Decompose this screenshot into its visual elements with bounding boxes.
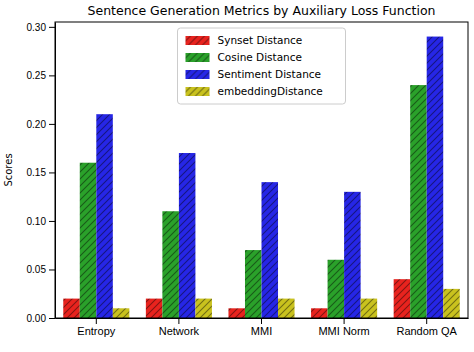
bar bbox=[443, 289, 460, 318]
y-tick-mark bbox=[49, 221, 55, 222]
bar bbox=[328, 260, 345, 318]
y-axis-line bbox=[55, 23, 56, 319]
bar bbox=[311, 308, 328, 318]
y-tick-mark bbox=[49, 124, 55, 125]
plot-frame bbox=[55, 22, 468, 318]
y-tick-label: 0.00 bbox=[27, 313, 47, 324]
y-tick: 0.10 bbox=[27, 216, 55, 227]
y-tick-label: 0.25 bbox=[27, 70, 47, 81]
y-tick-mark bbox=[49, 75, 55, 76]
y-tick-mark bbox=[49, 27, 55, 28]
legend-swatch bbox=[186, 53, 210, 62]
bars bbox=[63, 37, 459, 318]
bar bbox=[361, 299, 378, 318]
x-axis: Entropy Network MMI MMI Norm Random QA bbox=[56, 318, 469, 337]
bar bbox=[96, 114, 113, 318]
bar bbox=[278, 299, 295, 318]
bar bbox=[80, 163, 97, 318]
x-tick-label: Random QA bbox=[396, 325, 457, 337]
x-tick-label: Network bbox=[159, 325, 200, 337]
y-tick-mark bbox=[49, 172, 55, 173]
x-tick-mark bbox=[261, 318, 262, 324]
legend-label: Cosine Distance bbox=[218, 51, 303, 63]
bar bbox=[245, 250, 262, 318]
legend-label: embeddingDistance bbox=[218, 85, 323, 97]
plot: 0.00 0.05 0.10 0.15 0.20 0.25 0.30 Entropy Netwo… bbox=[27, 22, 469, 337]
x-tick-label: MMI Norm bbox=[318, 325, 369, 337]
x-tick: Entropy bbox=[77, 318, 115, 337]
x-tick: MMI Norm bbox=[318, 318, 369, 337]
legend-box bbox=[178, 28, 346, 104]
y-tick-mark bbox=[49, 269, 55, 270]
y-label: Scores bbox=[3, 153, 14, 186]
bar bbox=[262, 182, 279, 318]
y-tick: 0.30 bbox=[27, 22, 55, 33]
x-tick: MMI bbox=[251, 318, 272, 337]
bar bbox=[146, 299, 163, 318]
x-tick-mark bbox=[344, 318, 345, 324]
legend-swatch bbox=[186, 87, 210, 96]
x-tick-label: MMI bbox=[251, 325, 272, 337]
x-tick-mark bbox=[96, 318, 97, 324]
x-tick-mark bbox=[178, 318, 179, 324]
y-tick: 0.15 bbox=[27, 167, 55, 178]
bar bbox=[427, 37, 444, 318]
y-axis: 0.00 0.05 0.10 0.15 0.20 0.25 0.30 bbox=[27, 22, 56, 324]
y-tick: 0.25 bbox=[27, 70, 55, 81]
bar bbox=[344, 192, 361, 318]
y-tick-label: 0.15 bbox=[27, 167, 47, 178]
bar bbox=[63, 299, 80, 318]
x-tick-label: Entropy bbox=[77, 325, 115, 337]
bar bbox=[162, 211, 179, 318]
legend-swatch bbox=[186, 36, 210, 45]
legend-label: Sentiment Distance bbox=[218, 68, 322, 80]
chart: 0.00 0.05 0.10 0.15 0.20 0.25 0.30 Entropy Netwo… bbox=[0, 0, 474, 352]
bar bbox=[179, 153, 196, 318]
title: Sentence Generation Metrics by Auxiliary… bbox=[88, 3, 436, 18]
y-tick-label: 0.20 bbox=[27, 119, 47, 130]
bar bbox=[113, 308, 130, 318]
bar bbox=[228, 308, 245, 318]
x-tick: Network bbox=[159, 318, 200, 337]
y-tick-label: 0.05 bbox=[27, 264, 47, 275]
legend-label: Synset Distance bbox=[218, 34, 303, 46]
x-tick-mark bbox=[426, 318, 427, 324]
legend: Synset Distance Cosine Distance Sentiment … bbox=[178, 28, 346, 104]
x-tick: Random QA bbox=[396, 318, 457, 337]
legend-entry: Sentiment Distance bbox=[186, 68, 322, 80]
y-tick: 0.00 bbox=[27, 313, 55, 324]
y-tick-mark bbox=[49, 318, 55, 319]
y-tick: 0.20 bbox=[27, 119, 55, 130]
bar bbox=[394, 279, 411, 318]
legend-entry: embeddingDistance bbox=[186, 85, 323, 97]
bar bbox=[410, 85, 427, 318]
y-tick: 0.05 bbox=[27, 264, 55, 275]
legend-swatch bbox=[186, 70, 210, 79]
legend-entry: Synset Distance bbox=[186, 34, 303, 46]
y-tick-label: 0.10 bbox=[27, 216, 47, 227]
legend-entry: Cosine Distance bbox=[186, 51, 303, 63]
y-tick-label: 0.30 bbox=[27, 22, 47, 33]
bar bbox=[195, 299, 212, 318]
